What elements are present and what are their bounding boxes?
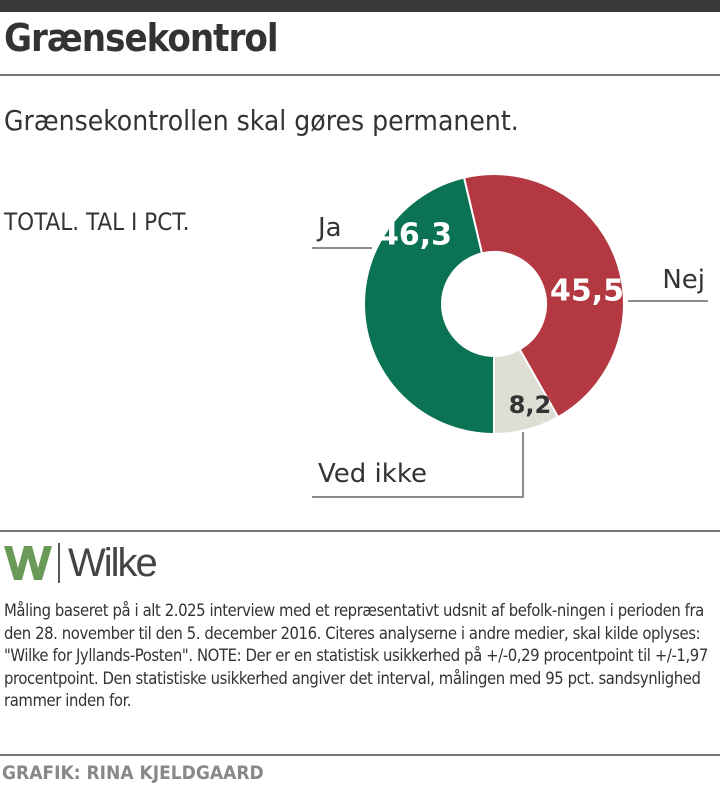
top-bar bbox=[0, 0, 720, 12]
divider bbox=[0, 754, 720, 756]
donut-chart: 46,3 45,5 8,2 Ja Nej Ved ikke bbox=[312, 173, 708, 498]
wilke-w-icon bbox=[4, 546, 52, 580]
value-label: 45,5 bbox=[550, 274, 624, 309]
slice-ved-ikke bbox=[493, 347, 560, 436]
leader-line bbox=[312, 432, 524, 498]
wilke-logo: Wilke bbox=[2, 540, 158, 586]
chart-title: Grænsekontrol bbox=[4, 16, 279, 60]
logo-text: Wilke bbox=[68, 540, 158, 585]
divider bbox=[0, 530, 720, 532]
category-label: Ved ikke bbox=[318, 459, 427, 489]
category-label: Ja bbox=[316, 213, 342, 243]
slice-nej bbox=[462, 173, 625, 419]
method-note: Måling baseret på i alt 2.025 interview … bbox=[4, 601, 708, 711]
credit: GRAFIK: RINA KJELDGAARD bbox=[2, 762, 264, 784]
divider bbox=[0, 74, 720, 76]
slice-ja bbox=[363, 176, 495, 436]
chart-subtitle: Grænsekontrollen skal gøres permanent. bbox=[4, 104, 519, 137]
value-label: 8,2 bbox=[509, 391, 552, 419]
unit-label: TOTAL. TAL I PCT. bbox=[4, 208, 190, 236]
value-label: 46,3 bbox=[378, 218, 452, 253]
category-label: Nej bbox=[662, 265, 705, 295]
